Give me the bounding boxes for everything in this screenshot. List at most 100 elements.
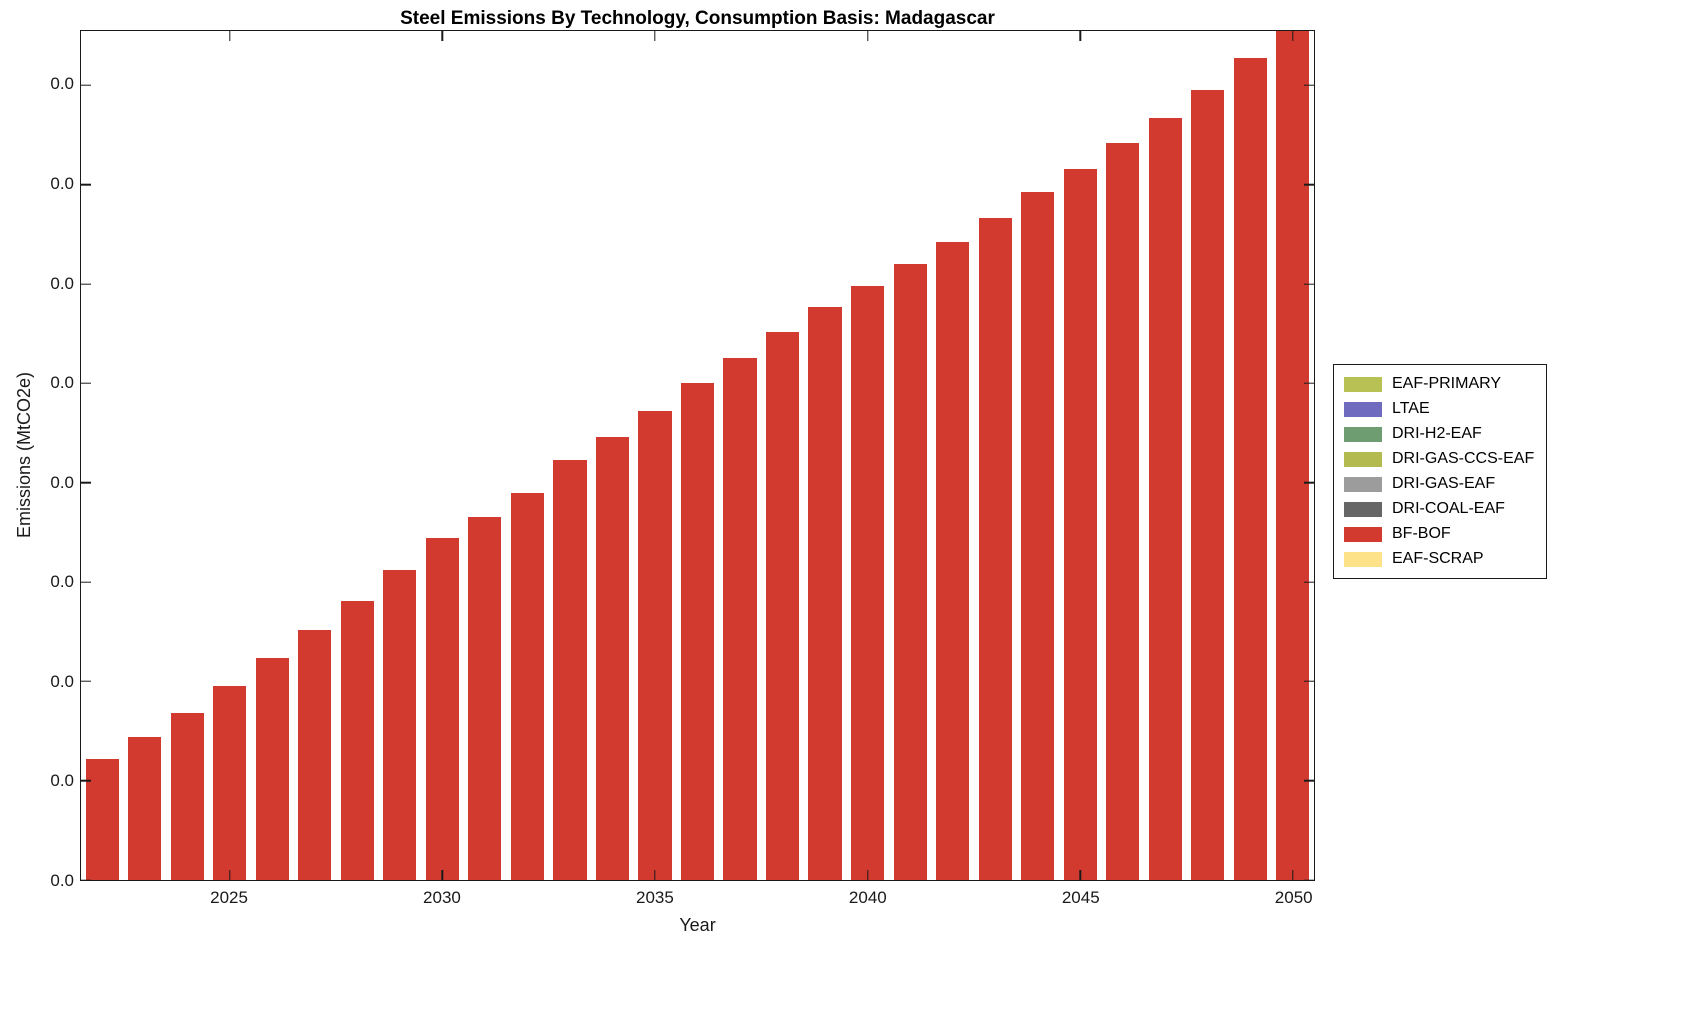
y-tick-mark-right xyxy=(1304,382,1314,385)
y-tick-mark xyxy=(81,779,91,782)
y-tick-mark-right xyxy=(1304,879,1314,881)
legend-entry-eaf-scrap: EAF-SCRAP xyxy=(1344,548,1534,570)
bar-2039 xyxy=(808,306,842,880)
bar-2026 xyxy=(255,658,289,880)
x-axis-label: Year xyxy=(679,915,716,935)
x-tick-label: 2035 xyxy=(635,888,674,907)
x-tick-mark-top xyxy=(229,31,231,41)
legend-swatch-icon xyxy=(1344,526,1382,542)
bar-2032 xyxy=(510,492,544,880)
y-tick-mark-right xyxy=(1304,84,1314,87)
bar-2040 xyxy=(850,285,885,880)
x-tick-label: 2050 xyxy=(1274,888,1313,907)
x-tick-mark-top xyxy=(441,31,444,41)
y-tick-mark-right xyxy=(1304,183,1314,186)
y-tick-label: 0.0 xyxy=(50,572,74,592)
y-tick-label: 0.0 xyxy=(50,74,74,94)
x-tick-mark-top xyxy=(654,31,656,41)
bar-2047 xyxy=(1148,117,1182,880)
legend-swatch-icon xyxy=(1344,451,1382,467)
legend-label: EAF-PRIMARY xyxy=(1392,375,1502,392)
legend-entry-dri-gas-eaf: DRI-GAS-EAF xyxy=(1344,473,1534,495)
bar-2033 xyxy=(553,459,587,880)
legend-label: DRI-GAS-CCS-EAF xyxy=(1392,450,1535,467)
bar-2038 xyxy=(765,332,800,880)
bar-2022 xyxy=(85,758,119,880)
bar-2050 xyxy=(1276,31,1310,880)
x-tick-label: 2030 xyxy=(423,888,461,907)
y-tick-label: 0.0 xyxy=(50,373,74,393)
x-tick-mark xyxy=(1079,870,1081,880)
bar-2043 xyxy=(978,217,1012,880)
x-tick-label: 2040 xyxy=(848,888,887,907)
legend-entry-eaf-primary: EAF-PRIMARY xyxy=(1344,373,1534,395)
legend-entry-ltae: LTAE xyxy=(1344,398,1534,420)
bar-2024 xyxy=(170,712,204,880)
y-axis-label: Emissions (MtCO2e) xyxy=(14,371,34,539)
y-tick-mark xyxy=(81,680,91,683)
y-tick-mark xyxy=(81,84,91,87)
bar-2048 xyxy=(1191,90,1225,880)
y-tick-mark xyxy=(81,481,91,484)
legend-swatch-icon xyxy=(1344,551,1382,567)
y-tick-label: 0.0 xyxy=(50,771,74,791)
y-tick-mark-right xyxy=(1304,779,1314,782)
legend-swatch-icon xyxy=(1344,401,1382,417)
y-tick-label: 0.0 xyxy=(50,273,74,293)
bar-2025 xyxy=(213,685,247,880)
legend-swatch-icon xyxy=(1344,476,1382,492)
chart-title: Steel Emissions By Technology, Consumpti… xyxy=(400,8,995,29)
legend-label: LTAE xyxy=(1392,400,1430,417)
bar-2023 xyxy=(128,736,162,880)
bar-2042 xyxy=(936,241,970,880)
bar-2049 xyxy=(1233,58,1267,880)
legend: EAF-PRIMARY LTAE DRI-H2-EAF DRI-GAS-CCS-EAF… xyxy=(1333,364,1548,579)
y-tick-mark xyxy=(81,183,91,186)
legend-swatch-icon xyxy=(1344,501,1382,517)
y-tick-mark-right xyxy=(1304,680,1314,683)
legend-entry-bf-bof: BF-BOF xyxy=(1344,523,1534,545)
y-tick-label: 0.0 xyxy=(50,671,74,691)
y-tick-mark xyxy=(81,283,91,285)
bar-2045 xyxy=(1063,168,1097,880)
x-tick-mark-top xyxy=(866,31,869,41)
legend-label: DRI-H2-EAF xyxy=(1392,425,1482,442)
x-tick-mark xyxy=(441,870,444,880)
x-tick-label: 2025 xyxy=(210,888,248,907)
bar-2046 xyxy=(1106,143,1140,880)
bar-2028 xyxy=(340,600,374,880)
x-tick-mark xyxy=(866,870,869,880)
x-tick-mark xyxy=(229,870,231,880)
bar-2035 xyxy=(638,411,672,880)
y-tick-mark xyxy=(81,581,91,583)
bar-2027 xyxy=(298,629,332,880)
bars xyxy=(81,31,1314,880)
y-tick-label: 0.0 xyxy=(50,472,74,492)
bar-2036 xyxy=(680,383,715,880)
bar-2044 xyxy=(1021,192,1055,880)
x-tick-mark-top xyxy=(1292,31,1294,41)
legend-label: EAF-SCRAP xyxy=(1392,550,1484,567)
legend-entry-dri-gas-ccs-eaf: DRI-GAS-CCS-EAF xyxy=(1344,448,1534,470)
plot-area xyxy=(80,30,1315,881)
legend-label: BF-BOF xyxy=(1392,525,1451,542)
legend-swatch-icon xyxy=(1344,426,1382,442)
legend-label: DRI-COAL-EAF xyxy=(1392,500,1505,517)
x-tick-label: 2045 xyxy=(1061,888,1100,907)
y-tick-mark xyxy=(81,382,91,385)
bar-2029 xyxy=(383,570,417,880)
bar-2031 xyxy=(468,516,502,880)
legend-label: DRI-GAS-EAF xyxy=(1392,475,1496,492)
legend-entry-dri-coal-eaf: DRI-COAL-EAF xyxy=(1344,498,1534,520)
legend-entry-dri-h2-eaf: DRI-H2-EAF xyxy=(1344,423,1534,445)
y-tick-mark xyxy=(81,879,91,881)
y-tick-mark-right xyxy=(1304,481,1314,484)
x-tick-mark xyxy=(1292,870,1294,880)
bar-2030 xyxy=(425,537,459,880)
x-tick-mark xyxy=(654,870,656,880)
legend-swatch-icon xyxy=(1344,376,1382,392)
y-tick-mark-right xyxy=(1304,283,1314,285)
bar-2041 xyxy=(893,263,927,880)
y-tick-label: 0.0 xyxy=(50,871,74,890)
